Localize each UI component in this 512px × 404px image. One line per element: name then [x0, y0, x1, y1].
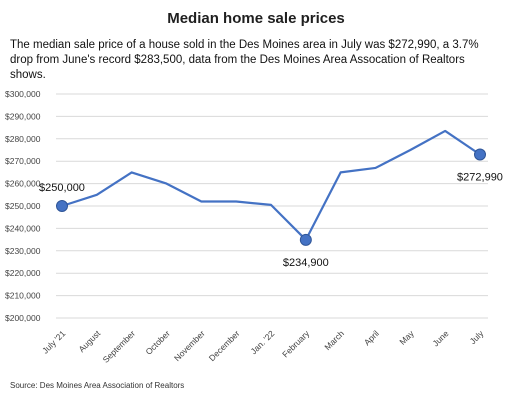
y-tick-label: $220,000: [5, 268, 41, 278]
x-tick-label: August: [76, 328, 102, 354]
x-tick-label: July '21: [40, 328, 67, 355]
x-tick-label: April: [362, 328, 381, 347]
y-tick-label: $280,000: [5, 134, 41, 144]
x-tick-label: May: [397, 328, 416, 347]
x-tick-label: June: [430, 328, 450, 348]
y-tick-label: $300,000: [5, 89, 41, 99]
data-label: $234,900: [283, 257, 329, 269]
y-tick-label: $210,000: [5, 291, 41, 301]
gridlines: [56, 93, 488, 319]
y-tick-label: $250,000: [5, 201, 41, 211]
series-median-price: [61, 129, 481, 241]
data-point-marker: [299, 233, 312, 246]
data-labels: $250,000 $234,900 $272,990: [39, 172, 503, 269]
source-note: Source: Des Moines Area Association of R…: [10, 381, 185, 390]
data-label: $250,000: [39, 182, 85, 194]
x-tick-label: October: [143, 328, 172, 357]
x-tick-label: Jan. '22: [248, 328, 276, 356]
chart-title: Median home sale prices: [167, 10, 345, 27]
y-tick-label: $270,000: [5, 156, 41, 166]
x-tick-label: September: [101, 328, 138, 365]
data-markers: [56, 148, 486, 246]
y-tick-label: $260,000: [5, 179, 41, 189]
data-point-marker: [474, 148, 486, 161]
x-tick-label: December: [207, 328, 242, 363]
x-tick-label: February: [280, 328, 312, 360]
x-tick-label: November: [172, 328, 207, 363]
y-tick-label: $200,000: [5, 313, 41, 323]
chart-subtitle: The median sale price of a house sold in…: [10, 39, 479, 81]
data-point-marker: [56, 200, 68, 212]
y-tick-label: $240,000: [5, 223, 41, 233]
data-label: $272,990: [457, 172, 503, 184]
x-tick-label: March: [322, 328, 346, 352]
y-tick-label: $230,000: [5, 246, 41, 256]
series-line: [61, 129, 481, 241]
y-axis: $200,000 $210,000 $220,000 $230,000 $240,000…: [5, 89, 41, 323]
x-tick-label: July: [468, 328, 486, 346]
y-tick-label: $290,000: [5, 111, 41, 121]
